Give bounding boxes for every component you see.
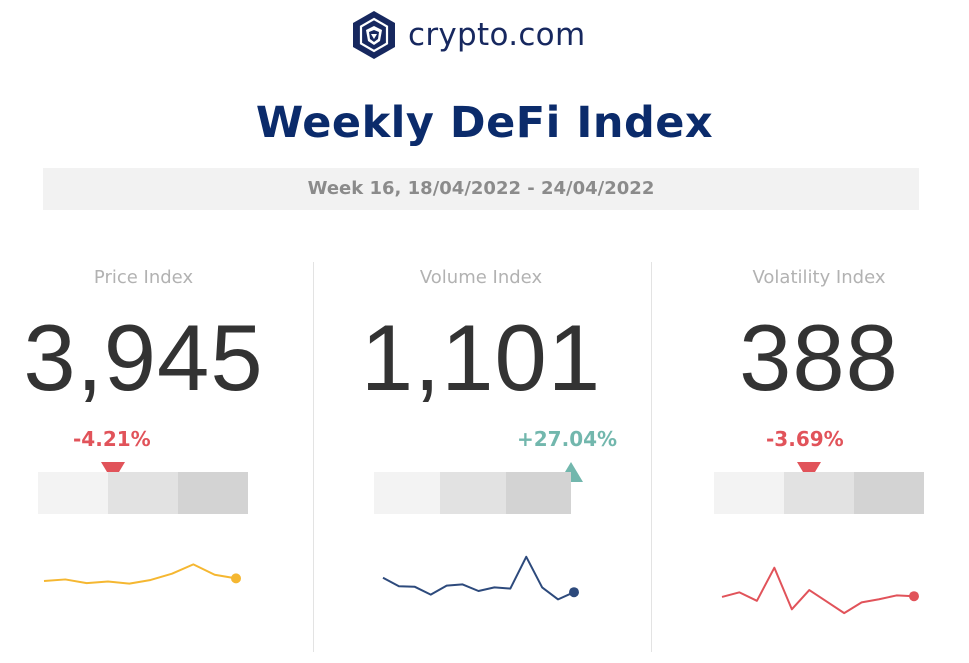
price-index-change: -4.21% <box>73 427 151 451</box>
volatility-index-sparkline <box>721 566 919 615</box>
page-title: Weekly DeFi Index <box>255 98 714 148</box>
price-index-card: Price Index 3,945 -4.21% <box>0 262 287 662</box>
sparkline-path <box>43 563 237 585</box>
volume-index-gauge <box>374 472 571 514</box>
sparkline-endpoint <box>909 591 919 602</box>
crypto-com-logo: crypto.com <box>352 10 585 60</box>
volume-index-sparkline <box>382 555 579 601</box>
price-index-gauge <box>38 472 248 514</box>
sparkline-endpoint <box>231 573 241 584</box>
volatility-index-change: -3.69% <box>766 427 844 451</box>
volatility-index-gauge <box>714 472 924 514</box>
sparkline-path <box>382 555 575 601</box>
sparkline-path <box>721 566 915 615</box>
crypto-com-lion-shield-icon <box>353 11 395 59</box>
price-index-label: Price Index <box>93 267 194 288</box>
volume-index-value: 1,101 <box>360 305 602 410</box>
volatility-index-card: Volatility Index 388 -3.69% <box>652 262 969 662</box>
volume-index-label: Volume Index <box>419 267 543 288</box>
volatility-index-label: Volatility Index <box>752 267 886 288</box>
volatility-index-value: 388 <box>739 305 899 410</box>
column-divider <box>313 262 314 652</box>
price-index-sparkline <box>43 563 241 585</box>
column-divider <box>651 262 652 652</box>
sparkline-endpoint <box>569 587 579 598</box>
week-range: Week 16, 18/04/2022 - 24/04/2022 <box>43 168 919 210</box>
volume-index-change: +27.04% <box>517 427 618 451</box>
volume-index-card: Volume Index 1,101 +27.04% <box>314 262 651 662</box>
price-index-value: 3,945 <box>23 305 264 410</box>
brand-name: crypto.com <box>408 17 586 53</box>
